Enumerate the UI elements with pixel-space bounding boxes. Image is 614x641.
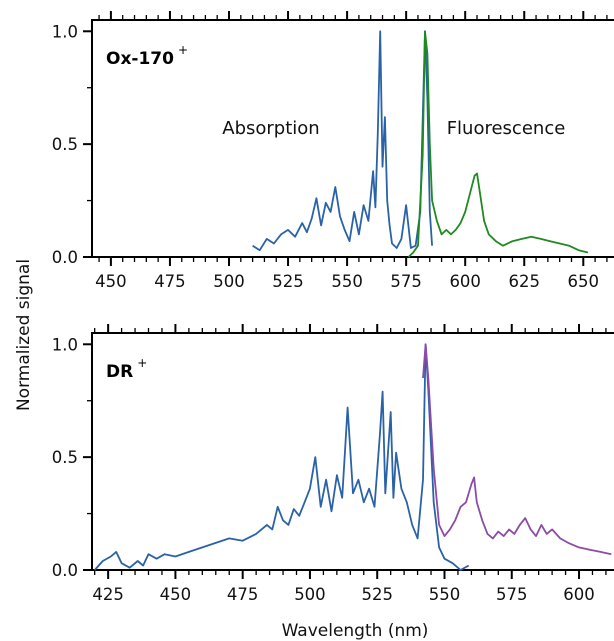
x-tick-label: 625 <box>508 272 540 291</box>
x-tick-label: 575 <box>496 585 528 604</box>
x-tick-label: 600 <box>449 272 481 291</box>
x-tick-label: 650 <box>568 272 600 291</box>
y-tick-label: 0.5 <box>52 135 78 154</box>
x-tick-label: 475 <box>227 585 259 604</box>
panel-label-superscript: + <box>137 356 147 370</box>
x-tick-label: 550 <box>331 272 363 291</box>
absorption-series-line <box>252 30 433 252</box>
panel-bottom: 425 450 475 500 525 550 575 600 0.0 0.5 1.0 DR + <box>52 324 614 604</box>
panel-label: Ox-170 <box>106 49 174 69</box>
y-tick-label: 1.0 <box>52 22 78 41</box>
x-tick-label: 525 <box>272 272 304 291</box>
panel-top: 450 475 500 525 550 575 600 625 650 0.0 0.5 1.0 Ox-1… <box>52 11 614 291</box>
panel-label-superscript: + <box>178 43 188 57</box>
x-axis-label: Wavelength (nm) <box>282 621 429 641</box>
x-tick-label: 425 <box>92 585 124 604</box>
x-tick-label: 450 <box>160 585 192 604</box>
y-tick-label: 0.0 <box>52 248 78 267</box>
y-axis-label: Normalized signal <box>14 259 34 411</box>
absorption-series-line <box>94 343 470 571</box>
x-tick-label: 500 <box>213 272 245 291</box>
y-tick-label: 1.0 <box>52 335 78 354</box>
x-tick-label: 600 <box>563 585 595 604</box>
y-tick-label: 0.5 <box>52 448 78 467</box>
absorption-annotation: Absorption <box>222 118 319 139</box>
x-tick-label: 575 <box>390 272 422 291</box>
x-tick-label: 500 <box>294 585 326 604</box>
x-tick-label: 475 <box>154 272 186 291</box>
x-tick-label: 450 <box>95 272 127 291</box>
fluorescence-annotation: Fluorescence <box>447 118 566 139</box>
fluorescence-series-line <box>407 30 589 258</box>
x-tick-label: 550 <box>429 585 461 604</box>
fluorescence-series-line <box>422 343 612 556</box>
y-tick-label: 0.0 <box>52 561 78 580</box>
panel-label: DR <box>106 362 133 382</box>
x-tick-label: 525 <box>361 585 393 604</box>
